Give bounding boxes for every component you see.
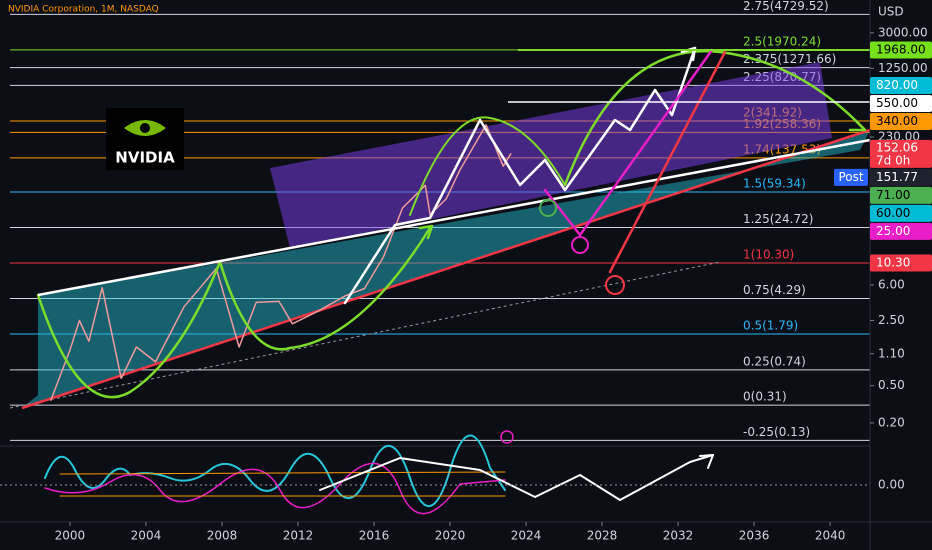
- price-tag-label: 71.00: [876, 188, 910, 202]
- price-tag-label: 25.00: [876, 224, 910, 238]
- price-tag-label: 820.00: [876, 78, 918, 92]
- marker-icon: [605, 275, 625, 295]
- price-tag: [870, 112, 932, 130]
- x-tick-label: 2008: [207, 529, 238, 543]
- price-tag: [870, 254, 932, 272]
- x-tick-label: 2040: [815, 529, 846, 543]
- x-tick-label: 2004: [131, 529, 162, 543]
- price-tag: [870, 186, 932, 204]
- y-tick-label: 1250.00: [878, 61, 928, 75]
- fib-label: 0.25(0.74): [743, 354, 806, 368]
- x-tick-label: 2020: [435, 529, 466, 543]
- y-tick-label: 1.10: [878, 346, 905, 360]
- price-tag-label: 550.00: [876, 96, 918, 110]
- x-tick-label: 2036: [739, 529, 770, 543]
- projection-red: [608, 50, 727, 274]
- arrow-head: [848, 118, 867, 132]
- fib-label: 1(10.30): [743, 248, 794, 262]
- chart-title: NVIDIA Corporation, 1M, NASDAQ: [8, 5, 159, 15]
- price-line: [50, 124, 512, 401]
- logo-eye: [140, 123, 150, 133]
- fib-label: 0.5(1.79): [743, 319, 798, 333]
- axes: 3000.001250.00550.00230.006.002.501.100.…: [0, 25, 928, 543]
- price-tag: [870, 94, 932, 112]
- price-tag-label: 151.77: [876, 170, 918, 184]
- y-axis-label: USD: [878, 5, 904, 19]
- fib-label: -0.25(0.13): [743, 425, 810, 439]
- x-tick-label: 2024: [511, 529, 542, 543]
- oscillator-line: [44, 462, 506, 515]
- price-tag-label: 1968.00: [876, 42, 926, 56]
- x-tick-label: 2016: [359, 529, 390, 543]
- wedge-fill: [270, 62, 832, 248]
- price-tag-label: 340.00: [876, 114, 918, 128]
- fib-label: 2.75(4729.52): [743, 0, 829, 13]
- badge-label: Post: [838, 170, 863, 184]
- fib-label: 1.5(59.34): [743, 176, 806, 190]
- price-tag: [870, 139, 932, 168]
- price-tag: [870, 41, 932, 59]
- price-tag: [870, 76, 932, 94]
- arrow-head: [418, 224, 434, 240]
- trend-white: [37, 138, 871, 297]
- y-tick-label: 2.50: [878, 313, 905, 327]
- event-icon: [500, 430, 514, 444]
- projection-magenta: [543, 48, 714, 237]
- projection: [343, 46, 697, 305]
- cup-curve: [409, 116, 566, 216]
- fib-label: 0.75(4.29): [743, 283, 806, 297]
- y2-tick-label: 0.00: [878, 478, 905, 492]
- price-tag-label: 60.00: [876, 206, 910, 220]
- y-tick-label: 3000.00: [878, 25, 928, 39]
- cup-curve: [563, 49, 867, 187]
- x-tick-label: 2032: [663, 529, 694, 543]
- x-tick-label: 2028: [587, 529, 618, 543]
- y-tick-label: 6.00: [878, 277, 905, 291]
- trend-dashed: [9, 261, 721, 409]
- logo-text: NVIDIA: [115, 149, 175, 167]
- fib-label: 0(0.31): [743, 390, 787, 404]
- logo-box: [106, 108, 184, 170]
- badge: [834, 168, 868, 186]
- price-tag: [870, 168, 932, 186]
- x-tick-label: 2012: [283, 529, 314, 543]
- price-tag: [870, 222, 932, 240]
- fib-label: 2.5(1970.24): [743, 34, 821, 48]
- price-layer: [50, 124, 512, 401]
- oscillator-projection: [319, 454, 714, 501]
- price-tag-label: 152.06: [876, 140, 918, 154]
- price-tag-sub: 7d 0h: [876, 153, 910, 167]
- x-tick-label: 2000: [55, 529, 86, 543]
- marker-icon: [539, 199, 557, 217]
- oscillator-band: [59, 471, 506, 497]
- price-tag-label: 10.30: [876, 256, 910, 270]
- y-tick-label: 0.50: [878, 378, 905, 392]
- marker-icon: [571, 236, 589, 254]
- fib-label: 1.25(24.72): [743, 212, 813, 226]
- arrow-head: [699, 454, 714, 469]
- oscillator-line: [44, 434, 506, 508]
- price-tag: [870, 204, 932, 222]
- y-tick-label: 0.20: [878, 415, 905, 429]
